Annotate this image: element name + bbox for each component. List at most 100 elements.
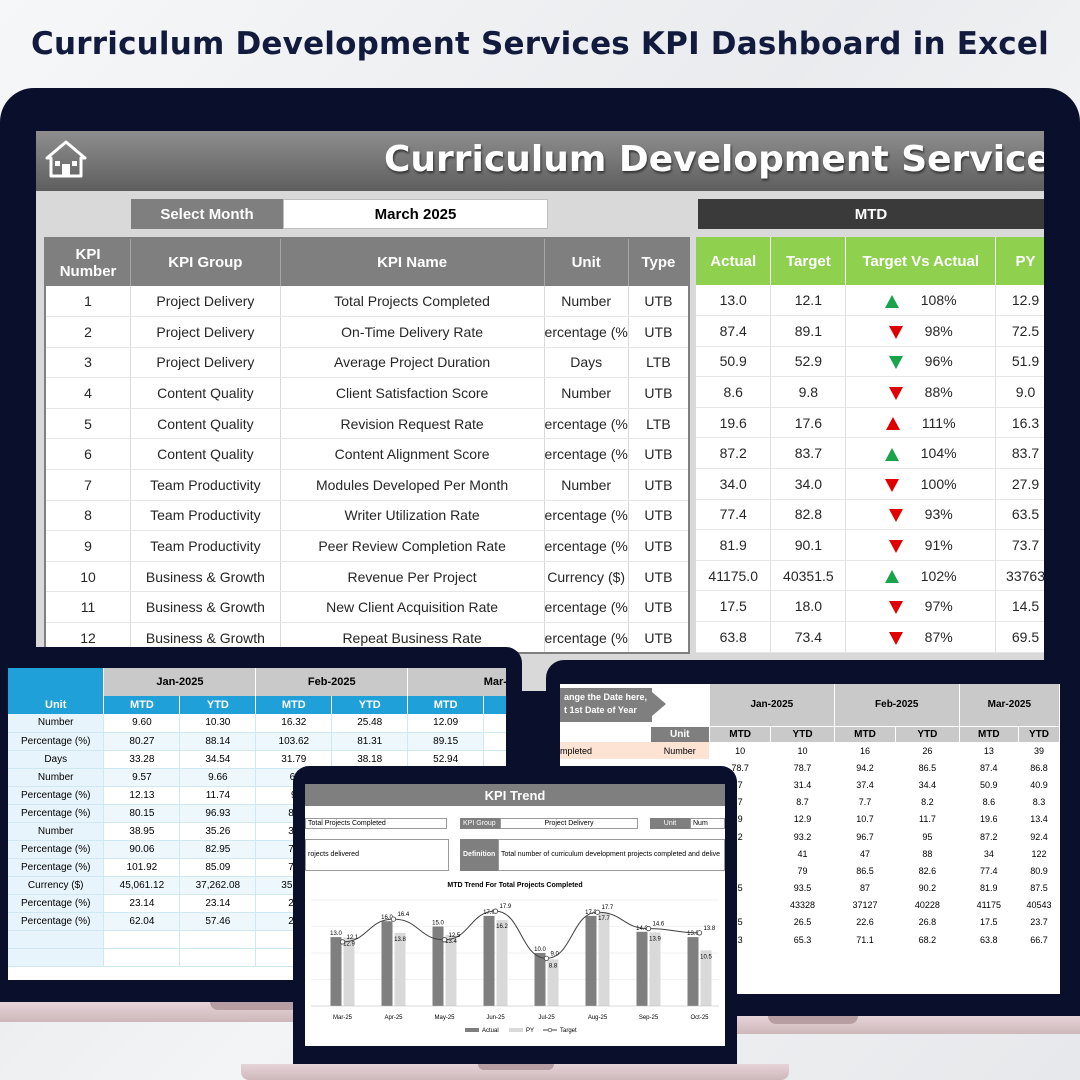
kpi-name-cell: Client Satisfaction Score [280, 377, 545, 409]
value-cell: 34.54 [179, 750, 257, 769]
value-cell: 2 [737, 831, 743, 842]
type-cell: UTB [628, 500, 690, 532]
value-cell: 122 [1031, 848, 1047, 859]
unit-cell: Percentage (%) [8, 732, 105, 751]
kpi-number-cell: 4 [45, 377, 132, 409]
value-cell: 78.7 [731, 762, 749, 773]
type-cell: UTB [628, 591, 690, 624]
value-cell: 9.66 [179, 768, 257, 787]
type-cell: UTB [628, 438, 690, 471]
sub-header: MTD [407, 696, 485, 714]
value-cell: 23.14 [179, 894, 257, 913]
kpi-name-cell: Total Projects Completed [280, 286, 545, 318]
select-month-dropdown[interactable]: March 2025 [283, 199, 548, 229]
percent-value: 111% [921, 414, 956, 431]
kpi-number-header: KPI Number [45, 238, 132, 286]
py-bar [649, 932, 661, 1006]
value-cell: 80.15 [103, 804, 181, 823]
kpi-table: KPI Number KPI Group KPI Name Unit Type … [44, 237, 690, 655]
target-point [339, 939, 346, 945]
sub-header [483, 696, 506, 714]
actual-cell: 19.6 [696, 407, 772, 439]
py-data-label: 8.8 [549, 963, 558, 969]
py-bar [496, 920, 508, 1006]
py-cell: 9.0 [995, 376, 1044, 408]
actual-data-label: 13.0 [687, 931, 699, 937]
value-cell [103, 948, 181, 967]
kpi-group-cell: Business & Growth [130, 591, 281, 624]
actual-cell: 50.9 [696, 346, 772, 378]
x-tick-label: Apr-25 [384, 1015, 403, 1021]
unit-cell: Days [544, 347, 629, 379]
kpi-name-dropdown[interactable]: Total Projects Completed [305, 818, 447, 829]
legend-target-marker [547, 1027, 553, 1033]
x-tick-label: Mar-25 [333, 1015, 353, 1021]
unit-cell: Number [544, 469, 629, 501]
actual-header: Actual [696, 237, 772, 285]
actual-data-label: 13.0 [330, 931, 342, 937]
py-bar [700, 950, 712, 1006]
unit-cell: Number [650, 742, 710, 760]
kpi-number-cell: 6 [45, 438, 132, 471]
table-row: 43328 37127 40228 41175 40543 [560, 897, 1060, 914]
sub-header: YTD [331, 696, 409, 714]
kpi-number-cell: 5 [45, 408, 132, 440]
type-cell: LTB [628, 408, 690, 440]
value-cell: 31.79 [255, 750, 333, 769]
table-row: 8.6 9.8 88% 9.0 [696, 376, 1044, 408]
month-header: Feb-2025 [834, 684, 960, 726]
value-cell: 5 [737, 917, 743, 928]
value-cell [103, 930, 181, 949]
value-cell: 87.4 [980, 762, 998, 773]
unit-cell: Percentage (%) [8, 858, 105, 877]
target-line [342, 910, 700, 959]
unit-cell: Percentage (%) [8, 840, 105, 859]
percent-value: 104% [920, 445, 957, 462]
target-data-label: 9.0 [551, 951, 560, 957]
target-point [696, 930, 703, 936]
value-cell: 82.95 [179, 840, 257, 859]
value-cell: 12.13 [103, 786, 181, 805]
value-cell: 13.4 [1030, 814, 1048, 825]
value-cell [179, 948, 257, 967]
target-vs-actual-cell: 93% [845, 499, 997, 531]
value-cell: 78.7 [793, 762, 812, 773]
right-laptop-notch [768, 1016, 858, 1024]
value-cell: 26.5 [793, 917, 812, 928]
py-cell: 72.5 [995, 315, 1044, 347]
value-cell: 34.4 [918, 779, 937, 790]
home-icon[interactable] [44, 139, 88, 179]
target-cell: 34.0 [770, 468, 847, 500]
value-cell: 63.8 [980, 934, 998, 945]
py-data-label: 13.8 [394, 937, 406, 943]
unit-cell: Number [8, 768, 105, 787]
value-cell: 47 [859, 848, 870, 859]
definition-label: Definition [460, 839, 498, 871]
percent-value: 102% [920, 567, 957, 584]
value-cell: 87.5 [1030, 883, 1048, 894]
value-cell: 86.5 [856, 865, 874, 876]
value-cell: 40543 [1026, 900, 1052, 911]
x-tick-label: Sep-25 [639, 1015, 659, 1021]
target-vs-actual-cell: 108% [845, 285, 997, 317]
date-note-line: ange the Date here, [564, 692, 648, 702]
value-cell: 41175 [976, 900, 1001, 911]
actual-cell: 13.0 [696, 285, 772, 317]
value-cell: 90.06 [103, 840, 181, 859]
unit-cell: Currency ($) [8, 876, 105, 895]
actual-bar [687, 937, 699, 1006]
value-cell: 65.3 [793, 934, 812, 945]
unit-cell [8, 930, 105, 949]
month-header: Jan-2025 [103, 668, 257, 696]
value-cell: 79 [797, 865, 808, 876]
value-cell: 33.28 [103, 750, 181, 769]
py-bar [547, 959, 559, 1006]
table-row: 87.4 89.1 98% 72.5 [696, 315, 1044, 347]
date-note: ange the Date here, t 1st Date of Year [560, 688, 652, 722]
py-header: PY [995, 237, 1044, 285]
table-row: 63.8 73.4 87% 69.5 [696, 621, 1044, 653]
actual-cell: 81.9 [696, 529, 772, 561]
kpi-group-header: KPI Group [130, 238, 281, 286]
kpi-number-cell: 9 [45, 530, 132, 562]
sub-header: MTD [103, 696, 181, 714]
